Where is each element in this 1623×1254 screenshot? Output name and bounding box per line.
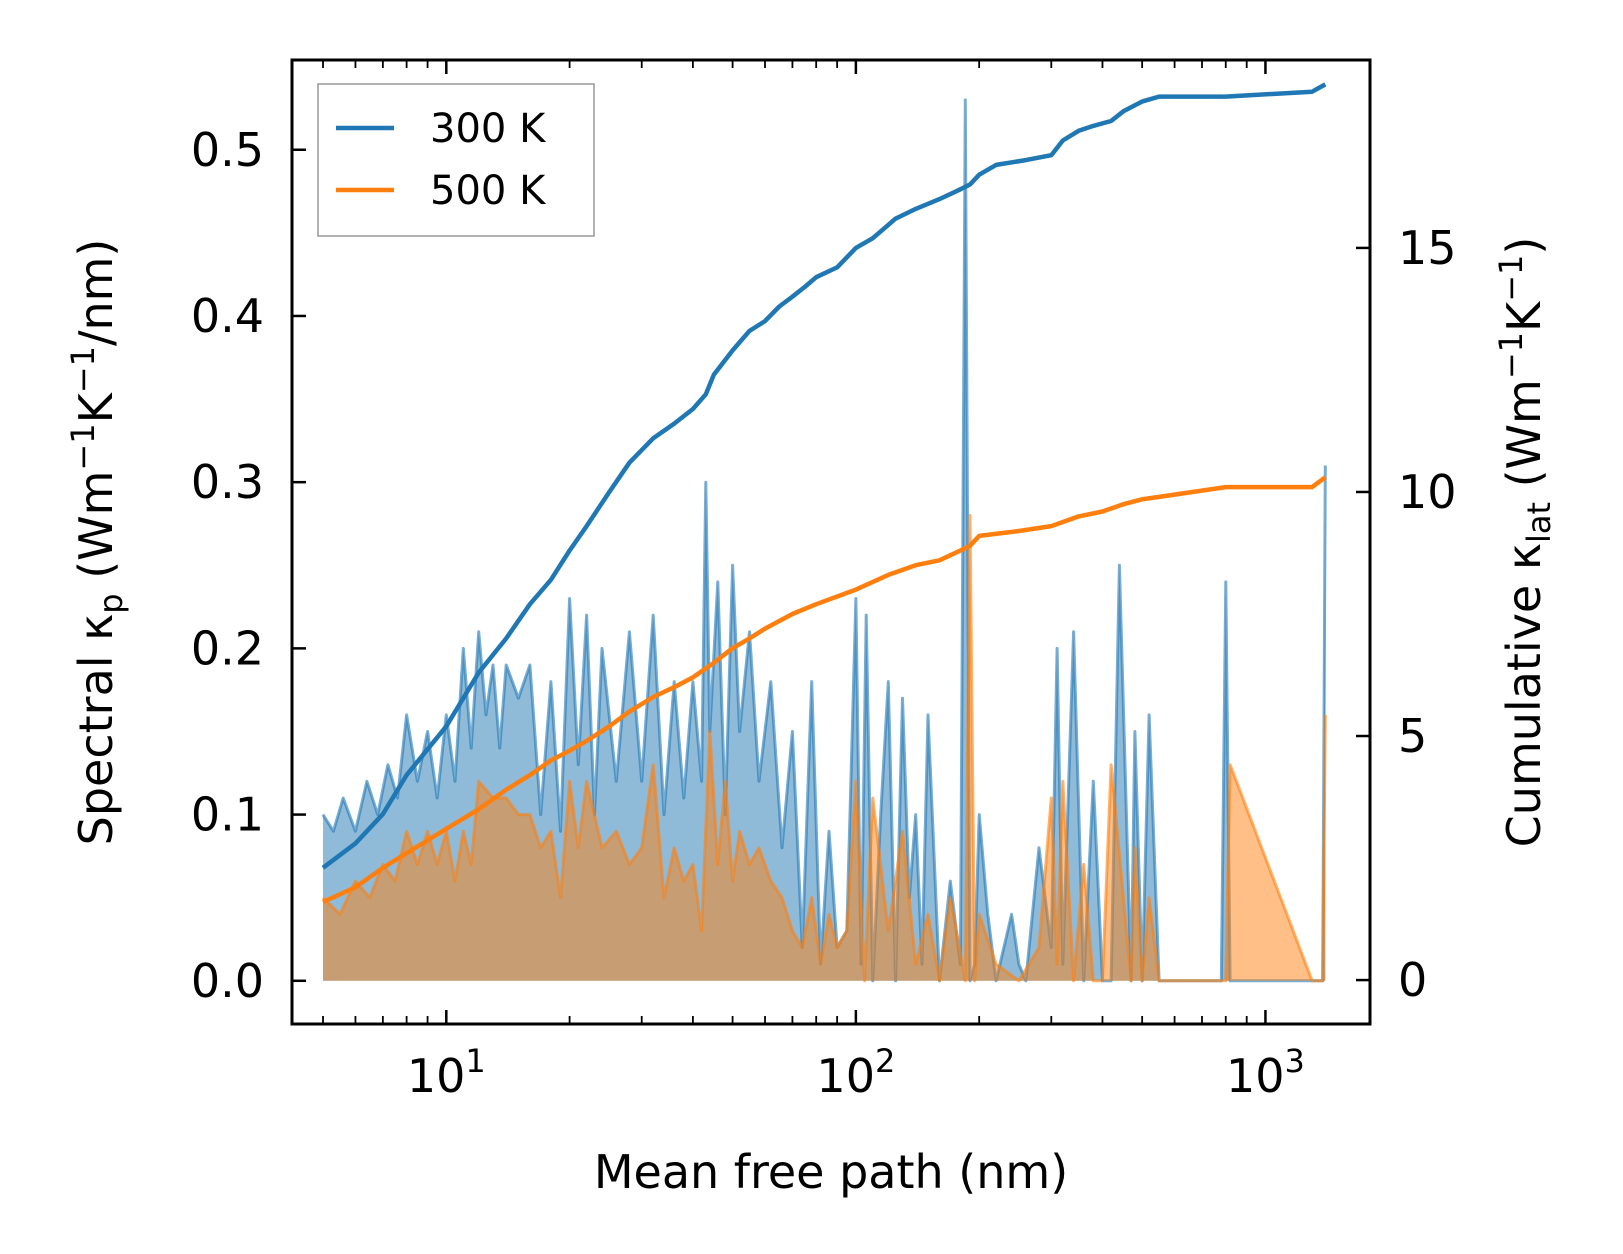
y-left-exp1: −1 xyxy=(64,423,102,470)
cumulative-line-500-k xyxy=(322,475,1327,905)
cumulative-line-300-k xyxy=(321,82,1327,870)
y-right-tick-label: 15 xyxy=(1398,221,1457,275)
x-tick-label-exp: 1 xyxy=(465,1042,485,1080)
spectral-fill-500-k-spectral xyxy=(323,515,1326,981)
y-left-tick-label: 0.5 xyxy=(191,123,264,177)
x-tick-label-base: 10 xyxy=(1226,1049,1285,1103)
y-left-sub: p xyxy=(92,593,130,613)
legend-label-300k: 300 K xyxy=(430,106,547,152)
y-left-tick-label: 0.1 xyxy=(191,788,264,842)
y-axis-title-right: Cumulative κlat (Wm−1K−1) xyxy=(1492,237,1558,848)
spectral-layer xyxy=(321,98,1327,983)
spectral-line-500-k-spectral xyxy=(321,513,1327,983)
x-tick-label-exp: 2 xyxy=(875,1042,895,1080)
y-left-units-c: /nm) xyxy=(69,239,123,346)
cumulative-layer xyxy=(321,82,1327,905)
y-right-sub: lat xyxy=(1520,502,1558,543)
x-axis-title: Mean free path (nm) xyxy=(594,1145,1068,1199)
x-tick-label: 101 xyxy=(407,1042,486,1103)
y-right-tick-label: 10 xyxy=(1398,465,1457,519)
y-axis-title-left: Spectral κp (Wm−1K−1/nm) xyxy=(64,239,130,846)
plot-frame xyxy=(290,58,1372,1026)
y-right-units-b: K xyxy=(1497,300,1551,332)
y-right-tick-label: 5 xyxy=(1398,709,1427,763)
y-right-tick-label: 0 xyxy=(1398,953,1427,1007)
y-right-units-c: ) xyxy=(1497,237,1551,255)
y-left-units-a: (Wm xyxy=(69,471,123,594)
y-right-exp1: −1 xyxy=(1492,332,1530,379)
legend-box xyxy=(317,83,595,237)
y-left-units-b: K xyxy=(69,391,123,423)
y-left-tick-label: 0.3 xyxy=(191,455,264,509)
x-tick-label: 103 xyxy=(1226,1042,1305,1103)
legend-label-500k: 500 K xyxy=(430,168,547,214)
y-right-prefix: Cumulative κ xyxy=(1497,543,1551,847)
y-left-tick-label: 0.0 xyxy=(191,954,264,1008)
spectral-fill-300-k-spectral xyxy=(323,99,1326,981)
y-right-exp2: −1 xyxy=(1492,255,1530,302)
y-right-units-a: (Wm xyxy=(1497,379,1551,502)
legend: 300 K 500 K xyxy=(317,83,595,237)
x-tick-label: 102 xyxy=(816,1042,895,1103)
y-left-tick-label: 0.4 xyxy=(191,289,264,343)
x-tick-label-exp: 3 xyxy=(1285,1042,1305,1080)
x-tick-label-base: 10 xyxy=(816,1049,875,1103)
x-tick-label-base: 10 xyxy=(407,1049,466,1103)
y-left-exp2: −1 xyxy=(64,346,102,393)
y-left-prefix: Spectral κ xyxy=(69,614,123,846)
y-left-tick-label: 0.2 xyxy=(191,621,264,675)
